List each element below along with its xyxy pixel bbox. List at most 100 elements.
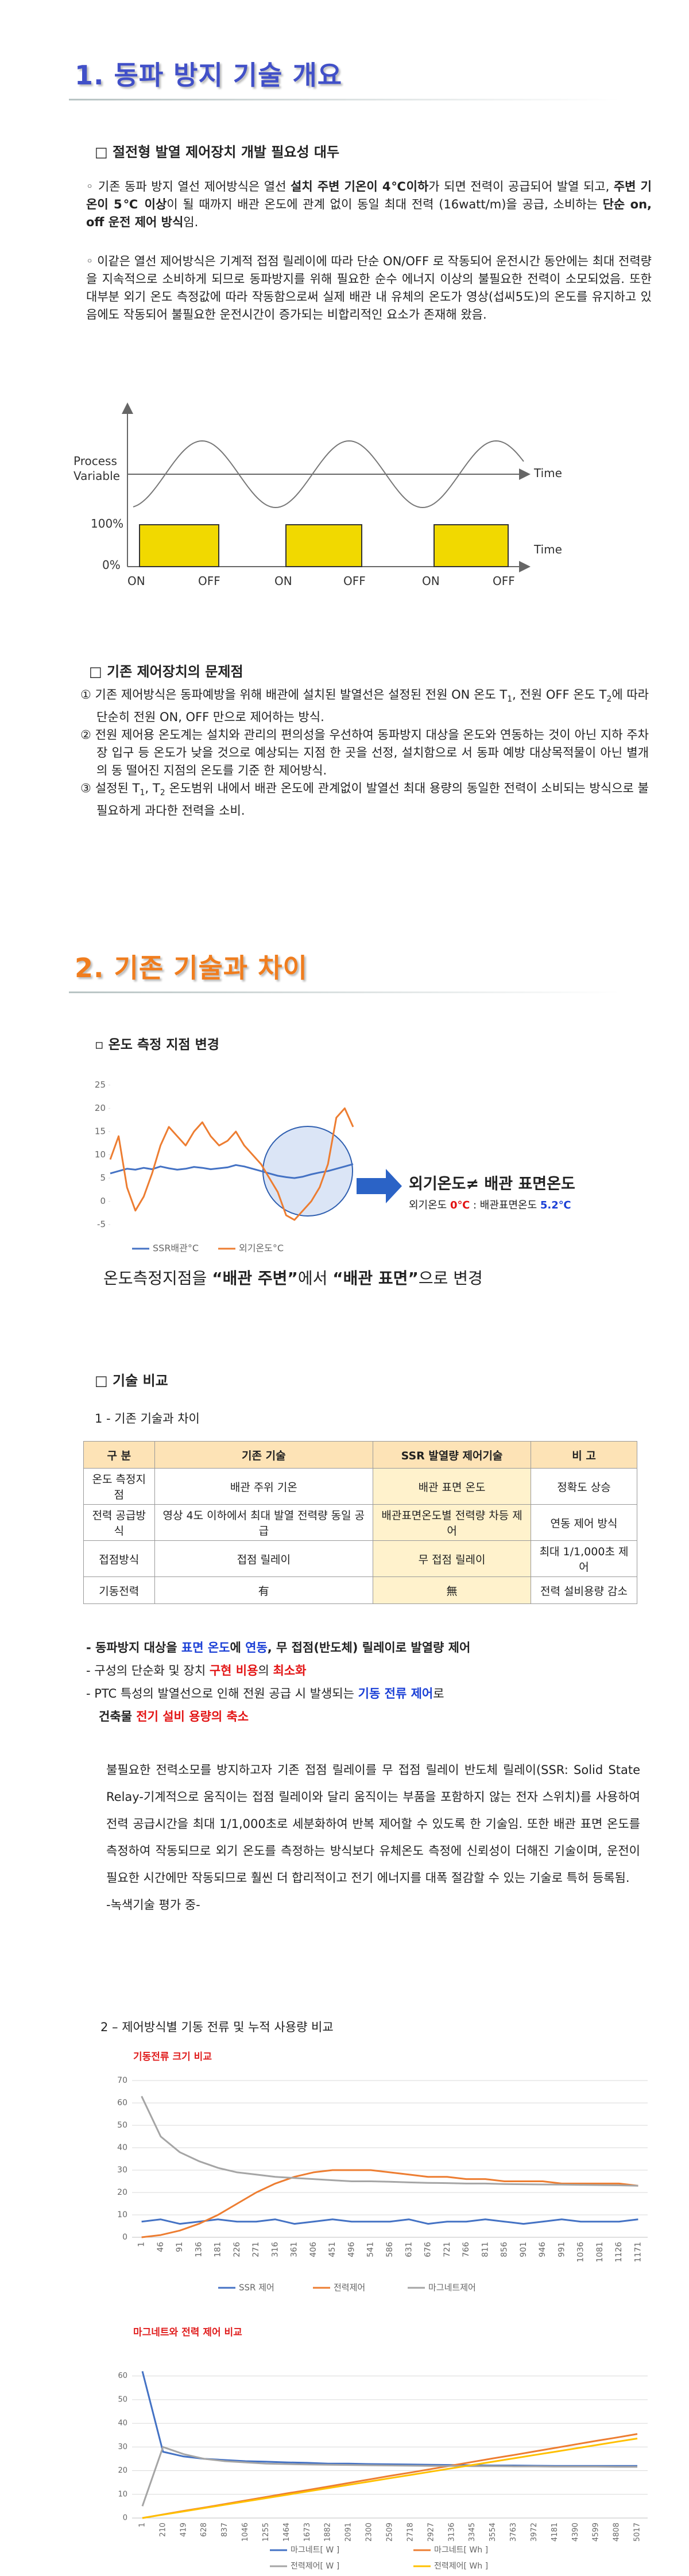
x-tick-label: 1 (137, 2242, 146, 2247)
x-tick-label: 946 (538, 2242, 547, 2257)
bullet: 건축물 전기 설비 용량의 축소 (99, 1710, 249, 1723)
table-cell: 有 (154, 1576, 374, 1604)
diagram-label: Process Variable (73, 454, 120, 483)
diagram-label: Time (534, 543, 562, 556)
x-tick-label: 1 (138, 2523, 146, 2527)
x-tick-label: 3763 (509, 2523, 518, 2542)
x-tick-label: 991 (557, 2242, 566, 2257)
paragraph: 불필요한 전력소모를 방지하고자 기존 접점 릴레이를 무 접점 릴레이 반도체… (106, 1763, 640, 1912)
diagram-label: OFF (343, 574, 366, 588)
bullet-list: - 동파방지 대상을 표면 온도에 연동, 무 접점(반도체) 릴레이로 발열량… (86, 1636, 660, 1728)
legend-label: 전력제어[ W ] (291, 2562, 339, 2571)
y-tick-label: -5 (97, 1219, 106, 1230)
x-tick-label: 3136 (447, 2523, 456, 2542)
y-tick-label: 0 (122, 2233, 127, 2242)
compare-table: 구 분 기존 기술 SSR 발열량 제어기술 비 고 온도 측정지점 배관 주위 기온 배관… (83, 1441, 637, 1604)
x-tick-label: 91 (175, 2242, 184, 2252)
y-tick-label: 30 (118, 2443, 127, 2451)
y-tick-label: 20 (118, 2466, 127, 2475)
annotation: 외기온도≠ 배관 표면온도 (409, 1175, 575, 1193)
diagram-label: OFF (493, 574, 515, 588)
series-line (141, 2371, 637, 2467)
legend-label: SSR 제어 (239, 2283, 274, 2293)
x-tick-label: 2718 (406, 2523, 415, 2542)
table-cell: 영상 4도 이하에서 최대 발열 전력량 동일 공급 (154, 1504, 374, 1541)
on-pulse (433, 524, 509, 567)
y-tick-label: 50 (117, 2121, 127, 2130)
table-cell: 기동전력 (83, 1576, 155, 1604)
table-cell: SSR 발열량 제어기술 (373, 1441, 532, 1469)
x-tick-label: 361 (290, 2242, 299, 2257)
bullet: - 구성의 단순화 및 장치 구현 비용의 최소화 (86, 1664, 307, 1678)
table-cell: 연동 제어 방식 (531, 1504, 637, 1541)
y-tick-label: 60 (117, 2098, 127, 2108)
y-tick-label: 10 (95, 1149, 106, 1160)
on-pulse (285, 524, 362, 567)
table-row: 전력 공급방식 영상 4도 이하에서 최대 발열 전력량 동일 공급 배관표면온도별… (83, 1504, 637, 1541)
x-tick-label: 136 (194, 2242, 203, 2257)
y-tick-label: 20 (95, 1103, 106, 1113)
problem-list: ① 기존 제어방식은 동파예방을 위해 배관에 설치된 발열선은 설정된 전원 … (80, 686, 649, 820)
x-tick-label: 406 (309, 2242, 318, 2257)
diagram-label: OFF (198, 574, 220, 588)
table-cell: 접점 릴레이 (154, 1540, 374, 1577)
x-tick-label: 541 (366, 2242, 376, 2257)
x-tick-label: 1036 (576, 2242, 586, 2263)
y-tick-label: 0 (123, 2514, 127, 2523)
x-tick-label: 3554 (489, 2523, 497, 2542)
legend-label: SSR배관°C (153, 1243, 199, 1254)
section-title: 2. 기존 기술과 차이 (75, 952, 308, 983)
y-tick-label: 10 (118, 2490, 127, 2498)
x-tick-label: 451 (328, 2242, 337, 2257)
title-underline (69, 99, 620, 100)
x-tick-label: 2927 (427, 2523, 435, 2542)
x-tick-label: 1255 (262, 2523, 270, 2542)
highlight-circle (262, 1126, 353, 1217)
x-tick-label: 721 (443, 2242, 452, 2257)
x-tick-label: 3972 (530, 2523, 539, 2542)
annotation-detail: 외기온도 0℃ : 배관표면온도 5.2℃ (409, 1199, 571, 1211)
table-cell: 無 (373, 1576, 532, 1604)
table-cell: 구 분 (83, 1441, 155, 1469)
section-title: 1. 동파 방지 기술 개요 (75, 60, 343, 91)
x-tick-label: 5017 (633, 2523, 642, 2542)
table-cell: 무 접점 릴레이 (373, 1540, 532, 1577)
y-tick-label: 25 (95, 1080, 106, 1090)
diagram-label: 0% (102, 558, 121, 572)
table-row: 기동전력 有無 전력 설비용량 감소 (83, 1576, 637, 1604)
x-tick-label: 271 (251, 2242, 261, 2257)
x-tick-label: 181 (214, 2242, 223, 2257)
table-row: 구 분 기존 기술 SSR 발열량 제어기술 비 고 (83, 1441, 637, 1469)
subheading: 2 – 제어방식별 기동 전류 및 누적 사용량 비교 (100, 2020, 334, 2034)
table-row: 접점방식 접점 릴레이 무 접점 릴레이 최대 1/1,000초 제어 (83, 1540, 637, 1577)
legend-label: 마그네트제어 (428, 2283, 476, 2293)
chart-title: 기동전류 크기 비교 (133, 2051, 212, 2063)
y-tick-label: 40 (118, 2419, 127, 2428)
diagram-label: ON (127, 574, 145, 588)
table-cell: 전력 공급방식 (83, 1504, 155, 1541)
y-tick-label: 10 (117, 2210, 127, 2219)
x-tick-label: 4808 (613, 2523, 621, 2542)
x-tick-label: 1464 (282, 2523, 291, 2542)
problem-item: ① 기존 제어방식은 동파예방을 위해 배관에 설치된 발열선은 설정된 전원 … (80, 688, 649, 725)
x-tick-label: 4181 (551, 2523, 559, 2542)
bullet: - 동파방지 대상을 표면 온도에 연동, 무 접점(반도체) 릴레이로 발열량… (86, 1641, 471, 1655)
table-cell: 배관 주위 기온 (154, 1468, 374, 1505)
x-tick-label: 2091 (344, 2523, 353, 2542)
problem-item: ② 전원 제어용 온도계는 설치와 관리의 편의성을 우선하여 동파방지 대상을… (80, 728, 649, 778)
legend-label: 마그네트[ Wh ] (434, 2546, 488, 2555)
x-tick-label: 901 (519, 2242, 528, 2257)
y-tick-label: 20 (117, 2188, 127, 2197)
y-tick-label: 30 (117, 2166, 127, 2175)
chart-title: 마그네트와 전력 제어 비교 (133, 2327, 242, 2338)
y-tick-label: 60 (118, 2372, 127, 2380)
diagram-label: ON (422, 574, 440, 588)
x-tick-label: 4599 (592, 2523, 601, 2542)
x-tick-label: 419 (179, 2523, 188, 2537)
diagram-label: 100% (91, 517, 124, 530)
change-sentence: 온도측정지점을 “배관 주변”에서 “배관 표면”으로 변경 (103, 1269, 483, 1288)
x-tick-label: 1882 (324, 2523, 332, 2542)
table-cell: 최대 1/1,000초 제어 (531, 1540, 637, 1577)
x-tick-label: 631 (404, 2242, 413, 2257)
x-tick-label: 1081 (595, 2242, 605, 2263)
